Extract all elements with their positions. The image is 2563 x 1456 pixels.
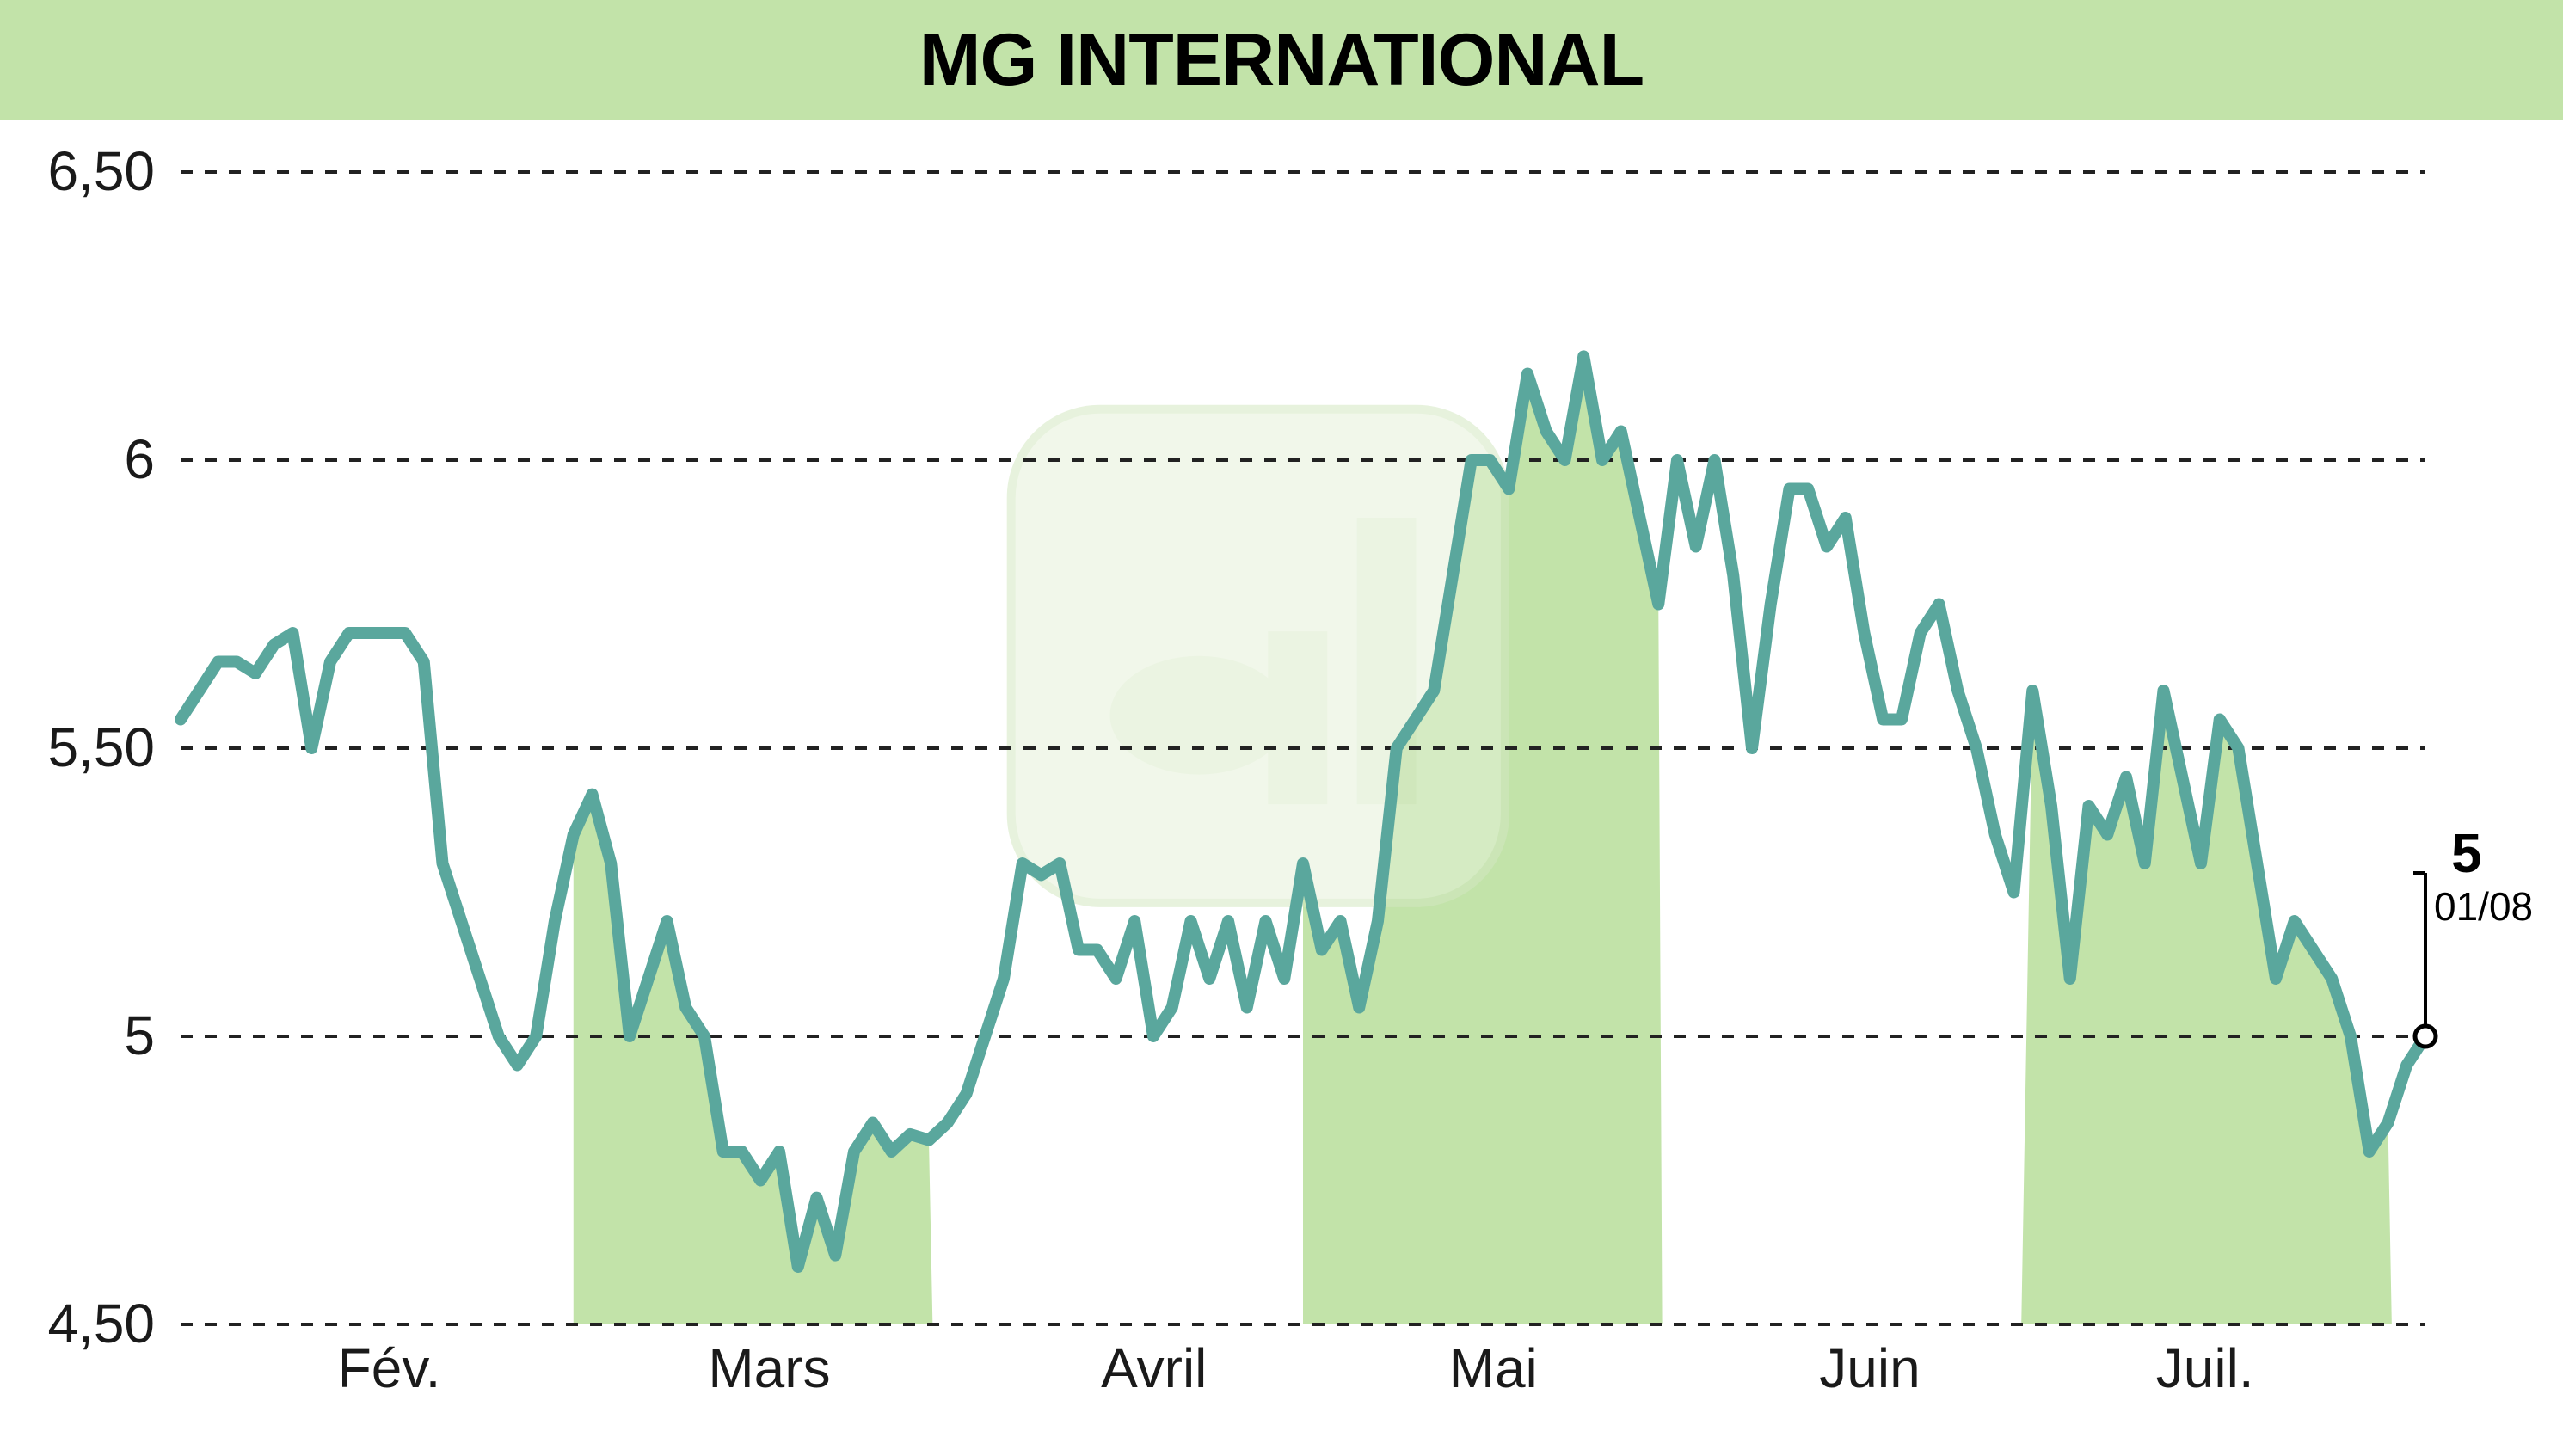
- chart-plot-area: [0, 0, 2563, 1456]
- x-tick-label: Fév.: [338, 1336, 441, 1400]
- x-tick-label: Mai: [1449, 1336, 1538, 1400]
- end-date-label: 01/08: [2434, 883, 2533, 930]
- y-tick-label: 5: [124, 1004, 155, 1067]
- x-tick-label: Juin: [1819, 1336, 1920, 1400]
- x-tick-label: Juil.: [2156, 1336, 2254, 1400]
- chart-svg: [0, 0, 2563, 1456]
- month-band: [574, 795, 933, 1324]
- y-tick-label: 5,50: [47, 716, 155, 779]
- chart-container: MG INTERNATIONAL 4,5055,5066,50Fév.MarsA…: [0, 0, 2563, 1456]
- x-tick-label: Mars: [708, 1336, 830, 1400]
- end-value-label: 5: [2451, 821, 2482, 885]
- y-tick-label: 6,50: [47, 139, 155, 203]
- x-tick-label: Avril: [1101, 1336, 1207, 1400]
- end-marker-dot: [2415, 1026, 2436, 1047]
- y-tick-label: 4,50: [47, 1292, 155, 1355]
- y-tick-label: 6: [124, 427, 155, 491]
- watermark-icon: [1011, 409, 1505, 903]
